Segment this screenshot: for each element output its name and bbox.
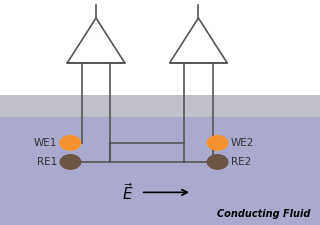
Circle shape — [207, 136, 228, 150]
Text: $\vec{E}$: $\vec{E}$ — [122, 182, 134, 203]
Text: Conducting Fluid: Conducting Fluid — [217, 209, 310, 219]
Text: WE2: WE2 — [231, 138, 254, 148]
Bar — [0, 117, 320, 225]
Text: RE1: RE1 — [37, 157, 57, 167]
Circle shape — [60, 136, 81, 150]
Circle shape — [60, 155, 81, 169]
Bar — [0, 94, 320, 117]
Text: RE2: RE2 — [231, 157, 251, 167]
Text: WE1: WE1 — [34, 138, 57, 148]
Circle shape — [207, 155, 228, 169]
